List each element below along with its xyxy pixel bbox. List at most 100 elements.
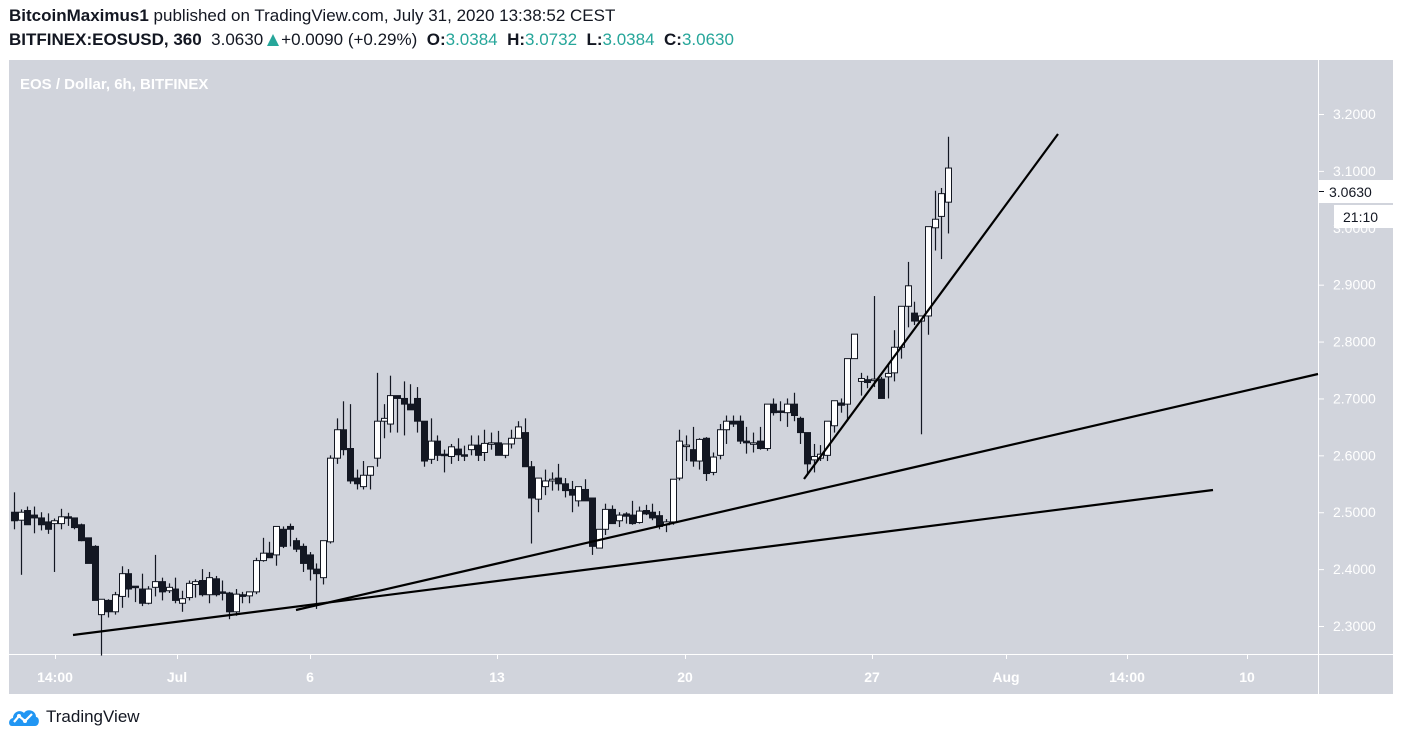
candle-down <box>85 537 92 564</box>
price-tick-label: 2.4000 <box>1333 561 1376 577</box>
last-price: 3.0630 <box>211 30 264 49</box>
open-value: 3.0384 <box>445 30 498 49</box>
candle-up <box>710 456 717 473</box>
candle-down <box>421 420 428 462</box>
candle-up <box>320 540 327 579</box>
candle-down <box>609 508 616 525</box>
price-axis[interactable]: 3.00003.20003.10002.90002.80002.70002.60… <box>1319 106 1376 634</box>
price-tick-label: 2.5000 <box>1333 504 1376 520</box>
candle-down <box>307 554 314 570</box>
trendline[interactable] <box>295 372 1319 612</box>
candle-up <box>508 437 515 445</box>
trendline[interactable] <box>72 488 1214 637</box>
candle-up <box>233 593 240 613</box>
candle-down <box>78 524 85 542</box>
candle-down <box>864 379 871 384</box>
time-tick-label: 6 <box>306 669 314 685</box>
candle-up <box>448 446 455 457</box>
trendlines[interactable] <box>72 133 1319 637</box>
candle-down <box>562 483 569 492</box>
candle-down <box>495 442 502 456</box>
candle-down <box>643 510 650 515</box>
candle-up <box>602 508 609 530</box>
candle-down <box>455 448 462 456</box>
price-tick-label: 2.6000 <box>1333 447 1376 463</box>
candle-up <box>515 426 522 439</box>
author-name: BitcoinMaximus1 <box>9 6 149 25</box>
candle-down <box>266 552 273 559</box>
candle-down <box>92 545 99 601</box>
candle-down <box>804 432 811 465</box>
candle-down <box>354 477 361 485</box>
candle-down <box>434 440 441 456</box>
up-triangle-icon <box>267 34 280 46</box>
candle-down <box>791 403 798 417</box>
candle-up <box>51 520 58 525</box>
candle-up <box>636 510 643 523</box>
candle-up <box>932 218 939 229</box>
price-tick-label: 2.3000 <box>1333 618 1376 634</box>
chart-legend-title: EOS / Dollar, 6h, BITFINEX <box>20 76 208 93</box>
candle-down <box>522 432 529 468</box>
candle-down <box>569 488 576 496</box>
candle-down <box>394 395 401 399</box>
candle-up <box>824 420 831 456</box>
candle-down <box>797 417 804 434</box>
candle-down <box>38 517 45 526</box>
time-axis[interactable]: 14:00 Jul 6 13 20 27 Aug 14:00 10 <box>37 655 1255 685</box>
footer-brand[interactable]: TradingView <box>8 707 140 727</box>
publish-info: BitcoinMaximus1 published on TradingView… <box>9 6 615 26</box>
candle-up <box>851 333 858 360</box>
symbol-label: BITFINEX:EOSUSD, 360 <box>9 30 202 49</box>
candle-down <box>555 477 562 485</box>
candle-down <box>770 403 777 414</box>
candle-down <box>199 579 206 596</box>
tradingview-logo-icon <box>9 710 39 726</box>
low-value: 3.0384 <box>602 30 655 49</box>
price-tick-label: 3.2000 <box>1333 106 1376 122</box>
candle-down <box>401 397 408 405</box>
candle-up <box>58 516 65 525</box>
candle-up <box>502 443 509 456</box>
trendline[interactable] <box>803 133 1059 480</box>
candle-down <box>414 397 421 422</box>
candle-down <box>757 440 764 450</box>
candle-down <box>11 511 18 522</box>
candle-up <box>938 193 945 217</box>
candle-down <box>172 588 179 601</box>
candle-down <box>461 454 468 457</box>
close-value: 3.0630 <box>681 30 734 49</box>
candle-down <box>589 497 596 547</box>
candle-down <box>347 448 354 482</box>
candle-down <box>65 516 72 519</box>
candle-up <box>166 586 173 592</box>
candle-up <box>488 442 495 445</box>
candle-up <box>542 480 549 488</box>
candle-up <box>387 395 394 425</box>
time-tick-label: 27 <box>864 669 880 685</box>
candle-up <box>925 226 932 317</box>
candle-down <box>690 449 697 462</box>
candle-up <box>381 417 388 422</box>
symbol-info: BITFINEX:EOSUSD, 360 3.0630 +0.0090 (+0.2… <box>9 30 734 50</box>
candle-down <box>730 420 737 425</box>
candle-up <box>468 444 475 451</box>
candle-up <box>811 455 818 461</box>
candle-down <box>159 581 166 593</box>
candle-down <box>528 466 535 499</box>
candle-down <box>703 437 710 475</box>
candle-down <box>475 444 482 456</box>
candle-up <box>367 466 374 476</box>
candle-up <box>676 440 683 479</box>
countdown-tag: 21:10 <box>1334 205 1393 228</box>
candle-up <box>481 442 488 453</box>
price-tick-label: 2.7000 <box>1333 390 1376 406</box>
time-tick-label: 14:00 <box>1109 669 1145 685</box>
high-value: 3.0732 <box>525 30 578 49</box>
candle-down <box>239 594 246 597</box>
candle-down <box>441 453 448 457</box>
candle-up <box>717 429 724 456</box>
candle-down <box>340 429 347 451</box>
price-tick-label: 2.9000 <box>1333 277 1376 293</box>
